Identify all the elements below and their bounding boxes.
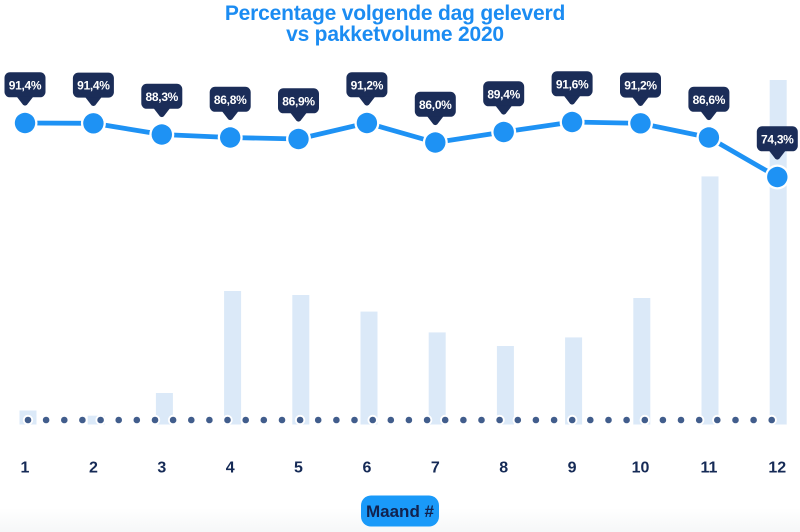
svg-text:86,8%: 86,8% — [214, 93, 247, 107]
svg-text:10: 10 — [632, 460, 650, 477]
svg-text:9: 9 — [568, 460, 577, 477]
svg-text:91,4%: 91,4% — [77, 79, 110, 93]
svg-text:88,3%: 88,3% — [146, 90, 179, 104]
svg-text:86,0%: 86,0% — [419, 98, 452, 112]
svg-text:8: 8 — [499, 460, 508, 477]
svg-text:86,6%: 86,6% — [693, 93, 726, 107]
svg-text:86,9%: 86,9% — [282, 94, 315, 108]
svg-text:5: 5 — [294, 460, 303, 477]
svg-text:89,4%: 89,4% — [487, 87, 520, 101]
svg-text:74,3%: 74,3% — [761, 132, 794, 146]
svg-text:3: 3 — [157, 460, 166, 477]
svg-text:91,6%: 91,6% — [556, 77, 589, 91]
svg-text:Maand #: Maand # — [366, 502, 435, 521]
svg-text:91,4%: 91,4% — [9, 78, 42, 92]
svg-text:11: 11 — [700, 460, 717, 477]
svg-text:7: 7 — [431, 460, 440, 477]
svg-text:12: 12 — [768, 460, 786, 477]
svg-text:1: 1 — [21, 460, 30, 477]
svg-text:4: 4 — [226, 460, 235, 477]
svg-text:2: 2 — [89, 460, 98, 477]
svg-text:91,2%: 91,2% — [624, 79, 657, 93]
svg-text:91,2%: 91,2% — [351, 78, 384, 92]
svg-text:6: 6 — [362, 460, 371, 477]
